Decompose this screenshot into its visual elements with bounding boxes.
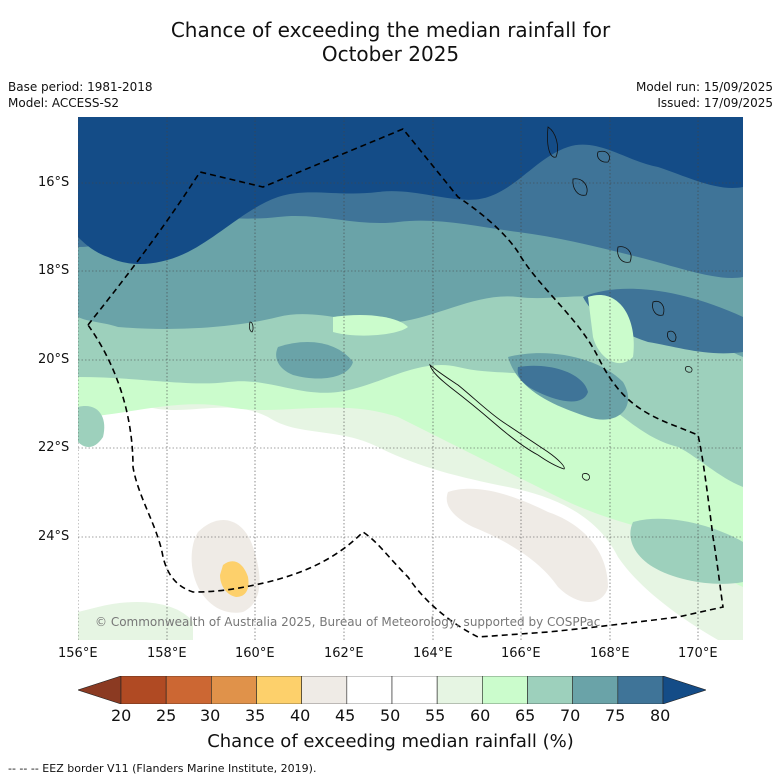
lon-tick-166e: 166°E xyxy=(501,646,541,661)
band-above-80 xyxy=(78,117,743,264)
lon-tick-164e: 164°E xyxy=(413,646,453,661)
patch-75-80-central xyxy=(517,365,588,402)
island-dot-1 xyxy=(684,366,693,373)
issued-date: Issued: 17/09/2025 xyxy=(657,96,773,110)
loyalty-islands xyxy=(581,473,591,481)
copyright-text: © Commonwealth of Australia 2025, Bureau… xyxy=(95,615,600,629)
lat-tick-20s: 20°S xyxy=(38,352,70,367)
patch-55-60-south xyxy=(78,602,193,640)
vanuatu-island-2 xyxy=(572,178,588,196)
patch-60-65-sw xyxy=(333,315,408,336)
lat-tick-16s: 16°S xyxy=(38,175,70,190)
vanuatu-island-3 xyxy=(597,150,610,163)
colorbar-tick-55: 55 xyxy=(425,706,446,725)
rainfall-map: © Commonwealth of Australia 2025, Bureau… xyxy=(78,117,743,640)
colorbar-tick-40: 40 xyxy=(290,706,311,725)
colorbar-segment-12 xyxy=(617,676,664,704)
lon-tick-160e: 160°E xyxy=(235,646,275,661)
colorbar-tick-80: 80 xyxy=(650,706,671,725)
colorbar-segment-4 xyxy=(256,676,302,704)
patch-65-70-west xyxy=(78,406,105,447)
colorbar-tick-75: 75 xyxy=(605,706,626,725)
base-period: Base period: 1981-2018 xyxy=(8,80,153,94)
graticule xyxy=(78,117,743,640)
colorbar-segment-13 xyxy=(662,676,706,704)
vanuatu-island-6 xyxy=(667,330,677,342)
chart-title: Chance of exceeding the median rainfall … xyxy=(0,18,781,66)
lon-tick-170e: 170°E xyxy=(678,646,718,661)
lon-tick-158e: 158°E xyxy=(147,646,187,661)
patch-70-75-west xyxy=(276,342,353,379)
colorbar-tick-25: 25 xyxy=(156,706,177,725)
meta-left: Base period: 1981-2018 Model: ACCESS-S2 xyxy=(8,79,153,111)
colorbar-segment-6 xyxy=(346,676,393,704)
colorbar-segment-2 xyxy=(165,676,212,704)
title-line-2: October 2025 xyxy=(321,42,460,66)
colorbar-segment-9 xyxy=(482,676,528,704)
patch-65-70-se xyxy=(630,518,743,584)
colorbar-segment-8 xyxy=(436,676,483,704)
eez-legend-text: -- -- -- EEZ border V11 (Flanders Marine… xyxy=(8,762,317,775)
vanuatu-island-4 xyxy=(617,246,632,263)
model-name: Model: ACCESS-S2 xyxy=(8,96,120,110)
lon-tick-162e: 162°E xyxy=(324,646,364,661)
colorbar-segment-10 xyxy=(527,676,573,704)
colorbar-segment-3 xyxy=(211,676,257,704)
colorbar-tick-65: 65 xyxy=(515,706,536,725)
lat-tick-18s: 18°S xyxy=(38,263,70,278)
colorbar-tick-50: 50 xyxy=(380,706,401,725)
vanuatu-island-1 xyxy=(547,126,558,158)
lon-tick-168e: 168°E xyxy=(590,646,630,661)
eez-border xyxy=(86,128,724,638)
model-run-date: Model run: 15/09/2025 xyxy=(635,80,773,94)
colorbar-tick-45: 45 xyxy=(335,706,356,725)
colorbar-tick-60: 60 xyxy=(470,706,491,725)
new-caledonia-coastline xyxy=(429,363,565,470)
colorbar xyxy=(78,676,706,704)
colorbar-segment-1 xyxy=(120,676,167,704)
colorbar-tick-35: 35 xyxy=(245,706,266,725)
lat-tick-24s: 24°S xyxy=(38,529,70,544)
colorbar-tick-70: 70 xyxy=(560,706,581,725)
colorbar-tick-30: 30 xyxy=(200,706,221,725)
patch-60-65-ne xyxy=(588,295,634,364)
patch-60-65-se xyxy=(553,454,623,497)
colorbar-tick-20: 20 xyxy=(111,706,132,725)
patch-45-50-east xyxy=(446,488,608,602)
vanuatu-island-5 xyxy=(652,300,665,316)
chesterfield-islands xyxy=(249,321,254,333)
colorbar-label: Chance of exceeding median rainfall (%) xyxy=(207,731,574,752)
colorbar-segment-7 xyxy=(391,676,438,704)
colorbar-segment-5 xyxy=(301,676,348,704)
meta-right: Model run: 15/09/2025 Issued: 17/09/2025 xyxy=(636,79,773,111)
title-line-1: Chance of exceeding the median rainfall … xyxy=(170,18,611,42)
colorbar-segment-11 xyxy=(572,676,619,704)
lon-tick-156e: 156°E xyxy=(58,646,98,661)
lat-tick-22s: 22°S xyxy=(38,440,70,455)
colorbar-segment-0 xyxy=(78,676,122,704)
patch-75-80-east xyxy=(583,288,743,354)
